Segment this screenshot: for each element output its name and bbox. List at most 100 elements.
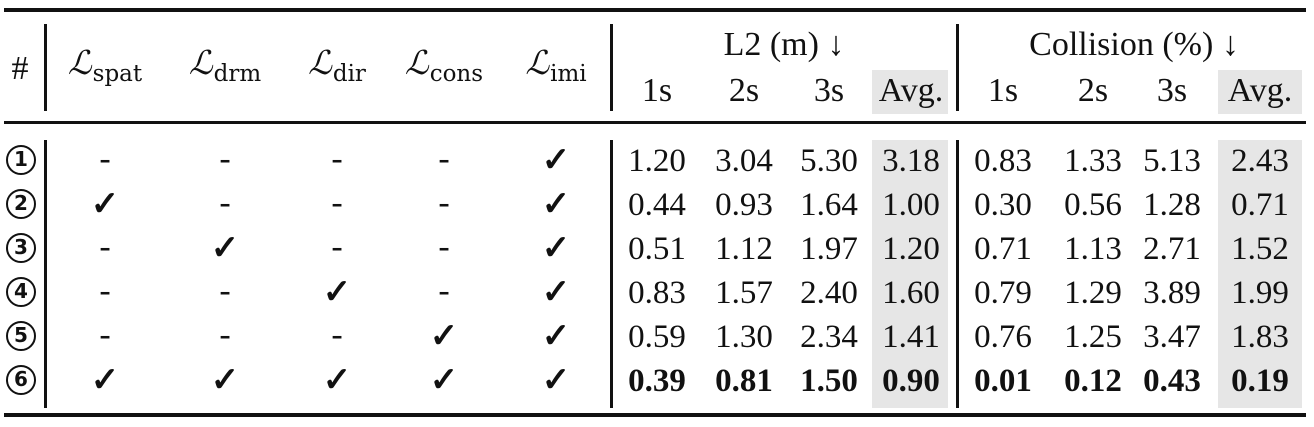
loss-symbol: ℒ xyxy=(188,43,213,82)
row-index-badge: 2 xyxy=(6,189,36,219)
check-mark: ✓ xyxy=(210,230,240,267)
loss-symbol: ℒ xyxy=(308,43,332,82)
check-mark: ✓ xyxy=(541,142,571,179)
l2-value: 1.97 xyxy=(800,231,858,267)
loss-subscript: dir xyxy=(332,61,366,87)
check-mark: ✓ xyxy=(210,362,240,399)
dash-mark: - xyxy=(99,140,111,177)
collision-value: 1.99 xyxy=(1231,275,1289,311)
collision-avg-header-shade xyxy=(1218,70,1302,114)
header-collision-1s: 1s xyxy=(987,72,1019,109)
collision-value: 0.83 xyxy=(974,143,1032,179)
header-loss-imi: ℒimi xyxy=(496,46,616,86)
row-index-badge: 6 xyxy=(6,365,36,395)
collision-value: 3.47 xyxy=(1143,319,1201,355)
l2-value: 5.30 xyxy=(800,143,858,179)
dash-mark: - xyxy=(438,140,450,177)
loss-subscript: cons xyxy=(429,61,484,87)
dash-mark: - xyxy=(331,184,343,221)
header-index: # xyxy=(11,50,29,87)
separator-losses xyxy=(610,24,613,111)
row-index-badge: 1 xyxy=(6,145,36,175)
dash-mark: - xyxy=(99,316,111,353)
header-l2-3s: 3s xyxy=(813,72,845,109)
l2-value: 0.93 xyxy=(715,187,773,223)
collision-value: 1.52 xyxy=(1231,231,1289,267)
loss-symbol: ℒ xyxy=(67,43,92,82)
loss-subscript: spat xyxy=(92,61,143,87)
l2-value: 1.12 xyxy=(715,231,773,267)
check-mark: ✓ xyxy=(429,362,459,399)
collision-value: 1.29 xyxy=(1064,275,1122,311)
check-mark: ✓ xyxy=(541,186,571,223)
l2-value: 1.20 xyxy=(882,231,940,267)
l2-value: 1.20 xyxy=(628,143,686,179)
header-l2-avg: Avg. xyxy=(878,72,944,109)
l2-value: 0.83 xyxy=(628,275,686,311)
l2-value: 2.40 xyxy=(800,275,858,311)
header-loss-cons: ℒcons xyxy=(384,46,504,86)
separator-index xyxy=(44,24,47,111)
collision-value: 2.71 xyxy=(1143,231,1201,267)
collision-value: 2.43 xyxy=(1231,143,1289,179)
l2-value: 0.51 xyxy=(628,231,686,267)
l2-value: 1.30 xyxy=(715,319,773,355)
check-mark: ✓ xyxy=(322,362,352,399)
collision-value: 0.19 xyxy=(1231,363,1289,399)
check-mark: ✓ xyxy=(541,362,571,399)
l2-value: 1.64 xyxy=(800,187,858,223)
l2-value: 0.44 xyxy=(628,187,686,223)
collision-value: 0.76 xyxy=(974,319,1032,355)
collision-value: 0.43 xyxy=(1143,363,1201,399)
header-rule xyxy=(4,121,1306,124)
l2-avg-header-shade xyxy=(872,70,948,114)
collision-value: 1.13 xyxy=(1064,231,1122,267)
header-collision-avg: Avg. xyxy=(1227,72,1293,109)
l2-value: 1.50 xyxy=(800,363,858,399)
dash-mark: - xyxy=(99,272,111,309)
l2-value: 1.60 xyxy=(882,275,940,311)
collision-value: 1.33 xyxy=(1064,143,1122,179)
dash-mark: - xyxy=(438,228,450,265)
dash-mark: - xyxy=(438,272,450,309)
l2-value: 1.00 xyxy=(882,187,940,223)
separator-index-body xyxy=(44,140,47,408)
check-mark: ✓ xyxy=(90,186,120,223)
loss-symbol: ℒ xyxy=(525,43,550,82)
collision-value: 1.28 xyxy=(1143,187,1201,223)
dash-mark: - xyxy=(219,272,231,309)
l2-value: 0.59 xyxy=(628,319,686,355)
separator-losses-body xyxy=(610,140,613,408)
collision-value: 0.71 xyxy=(1231,187,1289,223)
check-mark: ✓ xyxy=(541,318,571,355)
l2-value: 0.90 xyxy=(882,363,940,399)
bottom-rule xyxy=(4,413,1306,417)
collision-value: 3.89 xyxy=(1143,275,1201,311)
header-l2-1s: 1s xyxy=(641,72,673,109)
collision-value: 1.83 xyxy=(1231,319,1289,355)
collision-value: 0.71 xyxy=(974,231,1032,267)
collision-value: 5.13 xyxy=(1143,143,1201,179)
loss-subscript: drm xyxy=(213,61,262,87)
row-index-badge: 5 xyxy=(6,321,36,351)
header-loss-drm: ℒdrm xyxy=(165,46,285,86)
dash-mark: - xyxy=(219,184,231,221)
l2-avg-column-shade xyxy=(872,140,948,408)
l2-value: 0.39 xyxy=(628,363,686,399)
collision-value: 0.79 xyxy=(974,275,1032,311)
collision-value: 1.25 xyxy=(1064,319,1122,355)
header-collision-group: Collision (%) ↓ xyxy=(1029,26,1239,63)
dash-mark: - xyxy=(99,228,111,265)
row-index-badge: 4 xyxy=(6,277,36,307)
dash-mark: - xyxy=(331,228,343,265)
l2-value: 3.04 xyxy=(715,143,773,179)
collision-avg-column-shade xyxy=(1218,140,1302,408)
header-collision-3s: 3s xyxy=(1156,72,1188,109)
header-collision-2s: 2s xyxy=(1077,72,1109,109)
dash-mark: - xyxy=(219,316,231,353)
check-mark: ✓ xyxy=(541,230,571,267)
dash-mark: - xyxy=(438,184,450,221)
top-rule xyxy=(4,8,1306,12)
header-l2-group: L2 (m) ↓ xyxy=(723,26,845,63)
separator-metrics-body xyxy=(956,140,959,408)
